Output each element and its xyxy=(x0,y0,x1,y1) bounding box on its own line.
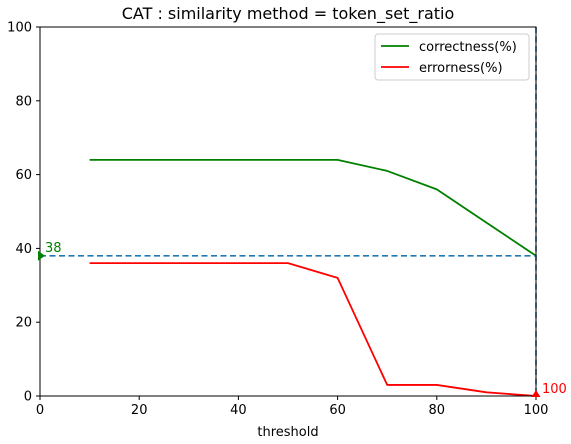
legend-label-0: correctness(%) xyxy=(419,40,517,55)
y-tick-label-2: 40 xyxy=(15,242,32,257)
x-tick-label-5: 100 xyxy=(524,403,549,418)
plot-area: 0 20 40 60 80 100 0 20 40 60 80 100 38 100 correctness… xyxy=(7,21,567,419)
legend-box xyxy=(374,33,530,81)
annotation-label-1: 100 xyxy=(542,382,567,397)
y-tick-label-1: 20 xyxy=(15,316,32,331)
legend-label-1: errorness(%) xyxy=(419,61,503,76)
chart-title: CAT : similarity method = token_set_rati… xyxy=(122,4,455,24)
y-tick-label-0: 0 xyxy=(24,390,32,405)
x-tick-label-1: 20 xyxy=(131,403,148,418)
x-axis-label: threshold xyxy=(257,425,318,440)
x-tick-label-3: 60 xyxy=(329,403,346,418)
axes-frame xyxy=(39,26,537,397)
x-tick-label-4: 80 xyxy=(429,403,446,418)
series-line-1 xyxy=(89,262,537,397)
series-line-0 xyxy=(89,158,537,257)
y-tick-label-4: 80 xyxy=(15,94,32,109)
x-tick-label-0: 0 xyxy=(36,403,44,418)
y-tick-label-3: 60 xyxy=(15,168,32,183)
annotation-label-0: 38 xyxy=(45,241,62,256)
x-tick-label-2: 40 xyxy=(230,403,247,418)
annotation-marker-1 xyxy=(531,390,541,397)
y-tick-label-5: 100 xyxy=(7,21,32,36)
annotation-marker-0 xyxy=(38,250,45,261)
